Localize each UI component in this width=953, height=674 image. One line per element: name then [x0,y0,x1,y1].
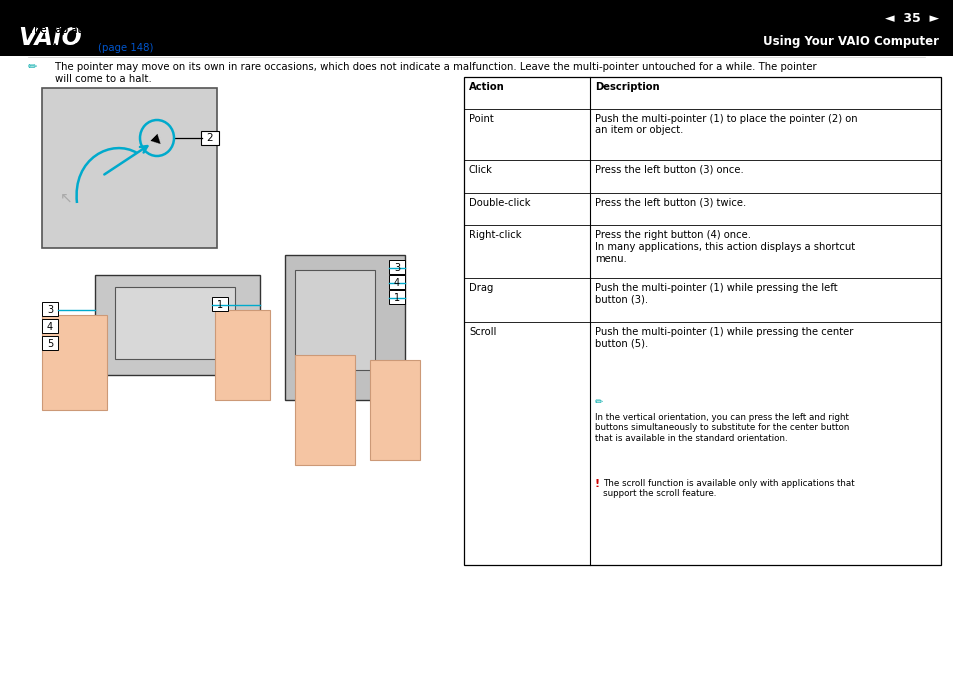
Text: The cap at the tip of the multi-pointer is a consumable. When it wears out, repl: The cap at the tip of the multi-pointer … [28,25,669,35]
Text: Action: Action [469,82,504,92]
Bar [115,287,234,359]
Bar [463,77,940,565]
Bar [389,275,405,289]
Bar [95,275,260,375]
Bar [294,355,355,465]
Text: 2: 2 [207,133,213,143]
Text: pointer Cap: pointer Cap [28,43,98,53]
Bar [42,88,216,248]
Text: The pointer may move on its own in rare occasions, which does not indicate a mal: The pointer may move on its own in rare … [55,62,816,84]
Bar [42,319,58,333]
Text: On Replacing the Multi-: On Replacing the Multi- [669,25,804,35]
Text: In the vertical orientation, you can press the left and right
buttons simultaneo: In the vertical orientation, you can pre… [595,413,848,443]
Bar [285,255,405,400]
Bar [42,302,58,316]
Bar [370,360,419,460]
Bar [201,131,219,145]
Text: 4: 4 [394,278,399,288]
Text: 5: 5 [47,339,53,349]
Text: ◄  35  ►: ◄ 35 ► [884,11,938,24]
Bar [389,290,405,304]
Text: Right-click: Right-click [469,231,521,241]
Text: for more information on replacement.: for more information on replacement. [153,43,347,53]
Text: Press the left button (3) once.: Press the left button (3) once. [595,165,743,175]
Text: 1: 1 [394,293,399,303]
Text: Using Your VAIO Computer: Using Your VAIO Computer [762,36,938,49]
Text: The cap at the tip of the multi-pointer is a consumable. When it wears out, repl: The cap at the tip of the multi-pointer … [28,25,669,35]
Text: Scroll: Scroll [469,327,496,337]
Text: 3: 3 [47,305,53,315]
Text: Press the left button (3) twice.: Press the left button (3) twice. [595,197,745,208]
Bar [42,315,107,410]
Text: Click: Click [469,165,493,175]
Text: Drag: Drag [469,283,493,293]
Text: ↖: ↖ [60,191,72,206]
Bar [389,260,405,274]
Text: Push the multi-pointer (1) to place the pointer (2) on
an item or object.: Push the multi-pointer (1) to place the … [595,114,857,135]
Text: Push the multi-pointer (1) while pressing the left
button (3).: Push the multi-pointer (1) while pressin… [595,283,837,305]
Bar [42,336,58,350]
Text: Push the multi-pointer (1) while pressing the center
button (5).: Push the multi-pointer (1) while pressin… [595,327,853,348]
Text: 1: 1 [216,300,223,310]
Text: Point: Point [469,114,494,124]
Bar [214,310,270,400]
Text: Double-click: Double-click [469,197,530,208]
Text: 3: 3 [394,263,399,273]
Text: ✏: ✏ [595,397,602,407]
Text: Description: Description [595,82,659,92]
Text: ✏: ✏ [28,62,37,72]
Text: 4: 4 [47,322,53,332]
Text: Press the right button (4) once.
In many applications, this action displays a sh: Press the right button (4) once. In many… [595,231,854,264]
Bar [212,297,228,311]
Text: VAIO: VAIO [18,26,82,50]
Bar [0,0,953,56]
Text: The scroll function is available only with applications that
support the scroll : The scroll function is available only wi… [602,479,854,498]
Bar [294,270,375,370]
Text: ▶: ▶ [149,132,165,148]
Text: !: ! [595,479,599,489]
Text: (page 148): (page 148) [98,43,153,53]
